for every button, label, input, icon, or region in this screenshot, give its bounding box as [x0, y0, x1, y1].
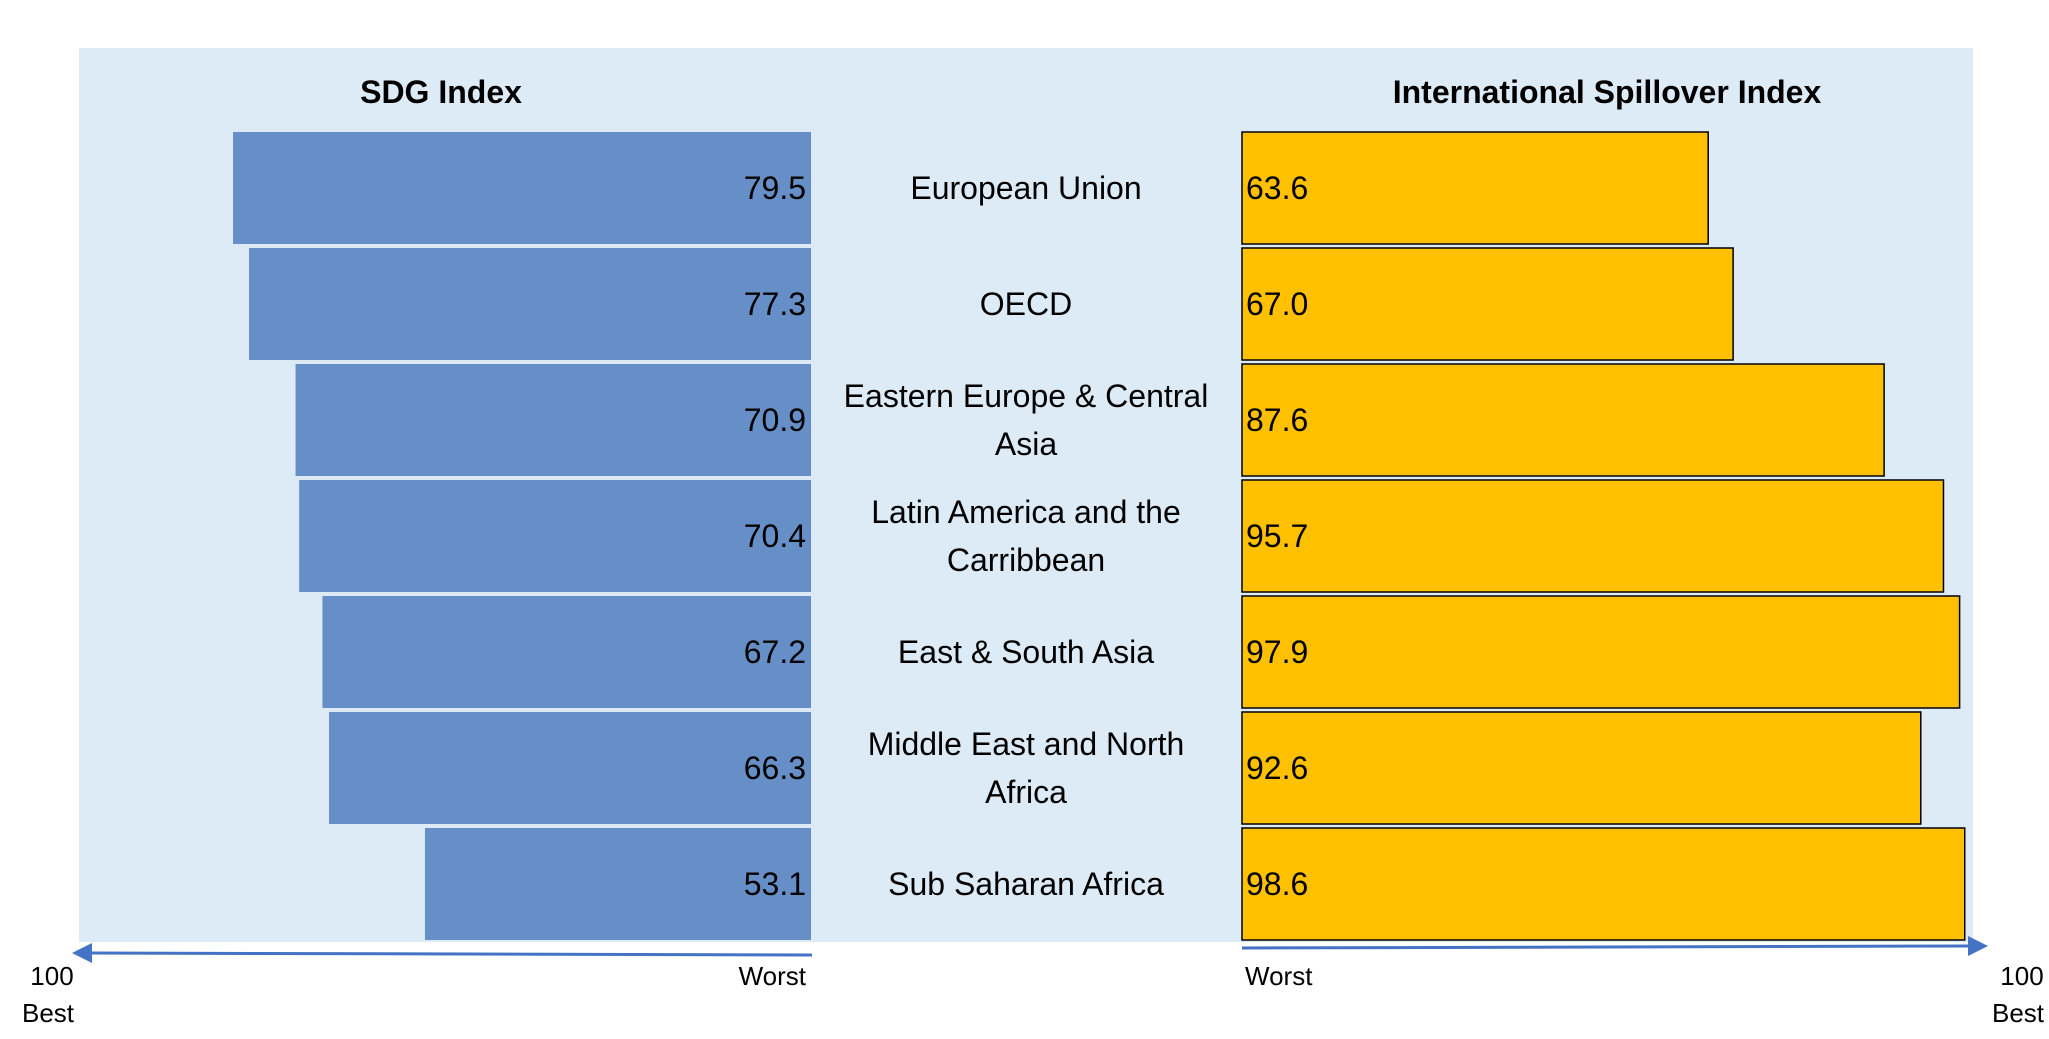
spillover-axis-best-value: 100	[2000, 961, 2043, 991]
sdg-value-label: 79.5	[744, 170, 806, 206]
spillover-axis-best-label: Best	[1992, 998, 2045, 1028]
spillover-value-label: 87.6	[1246, 402, 1308, 438]
spillover-bar	[1241, 595, 1961, 709]
spillover-bar	[1241, 479, 1945, 593]
sdg-value-label: 70.9	[744, 402, 806, 438]
category-label: Carribbean	[947, 542, 1105, 578]
sdg-axis-worst-label: Worst	[739, 961, 807, 991]
sdg-value-label: 66.3	[744, 750, 806, 786]
sdg-axis-best-value: 100	[30, 961, 73, 991]
sdg-bar	[249, 248, 812, 360]
spillover-index-title: International Spillover Index	[1393, 74, 1822, 110]
sdg-bar	[295, 364, 811, 476]
spillover-bar	[1241, 711, 1922, 825]
sdg-value-label: 53.1	[744, 866, 806, 902]
sdg-index-title: SDG Index	[360, 74, 522, 110]
sdg-bar	[233, 132, 811, 244]
spillover-value-label: 97.9	[1246, 634, 1308, 670]
spillover-value-label: 63.6	[1246, 170, 1308, 206]
sdg-axis-line	[89, 951, 813, 957]
category-label: OECD	[980, 286, 1072, 322]
category-label: Africa	[985, 774, 1067, 810]
sdg-bar	[424, 828, 811, 940]
spillover-axis-arrowhead	[1968, 936, 1988, 956]
spillover-bar	[1241, 247, 1734, 361]
spillover-value-label: 98.6	[1246, 866, 1308, 902]
sdg-axis-arrowhead	[72, 943, 92, 963]
spillover-bar	[1241, 827, 1966, 941]
category-label: Asia	[995, 426, 1057, 462]
sdg-bar	[328, 712, 811, 824]
sdg-value-label: 77.3	[744, 286, 806, 322]
category-label: Latin America and the	[871, 494, 1181, 530]
spillover-value-label: 92.6	[1246, 750, 1308, 786]
spillover-value-label: 95.7	[1246, 518, 1308, 554]
spillover-bar	[1241, 363, 1885, 477]
category-label: Eastern Europe & Central	[844, 378, 1209, 414]
sdg-bar	[322, 596, 811, 708]
sdg-axis-best-label: Best	[22, 998, 75, 1028]
spillover-axis-worst-label: Worst	[1245, 961, 1313, 991]
spillover-value-label: 67.0	[1246, 286, 1308, 322]
sdg-value-label: 67.2	[744, 634, 806, 670]
sdg-value-label: 70.4	[744, 518, 806, 554]
category-label: Sub Saharan Africa	[888, 866, 1164, 902]
spillover-bar	[1241, 131, 1709, 245]
spillover-axis-line	[1241, 944, 1969, 950]
category-label: European Union	[910, 170, 1141, 206]
sdg-bar	[299, 480, 811, 592]
category-label: East & South Asia	[898, 634, 1154, 670]
category-label: Middle East and North	[868, 726, 1185, 762]
